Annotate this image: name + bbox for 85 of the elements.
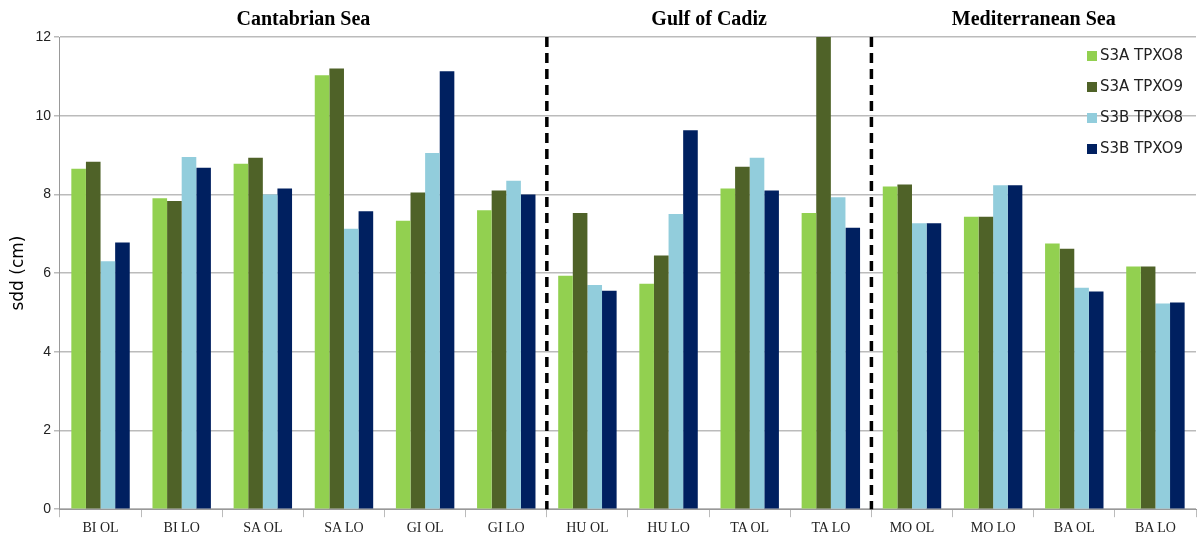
bar xyxy=(71,168,86,509)
x-tick-label: HU LO xyxy=(647,520,690,536)
bar xyxy=(816,37,831,509)
bar xyxy=(911,223,927,509)
text: Mediterranean Sea xyxy=(951,7,1116,30)
bar xyxy=(196,167,211,509)
y-axis-title: sdd (cm) xyxy=(6,235,27,311)
x-tick-label: BI LO xyxy=(163,520,200,536)
bar xyxy=(329,68,344,509)
y-tick-label: 2 xyxy=(43,421,52,438)
bar xyxy=(425,153,440,509)
bar xyxy=(749,157,765,509)
bar xyxy=(439,71,455,509)
bar xyxy=(358,211,374,509)
x-tick-label: TA OL xyxy=(730,520,770,536)
legend-label: S3B TPXO8 xyxy=(1100,107,1183,126)
bar xyxy=(410,192,426,509)
bar xyxy=(993,185,1008,509)
x-tick-label: BI OL xyxy=(82,520,119,536)
bar xyxy=(343,228,359,509)
bar xyxy=(277,188,293,509)
bar xyxy=(1170,302,1185,509)
bar xyxy=(314,75,330,509)
x-tick-label: SA LO xyxy=(324,520,364,536)
bar xyxy=(1007,185,1023,509)
bar xyxy=(1126,266,1141,509)
text: Gulf of Cadiz xyxy=(651,7,768,30)
bar xyxy=(735,166,750,509)
bar xyxy=(248,157,263,509)
bar xyxy=(720,188,736,509)
bar xyxy=(1140,266,1156,509)
y-tick-label: 8 xyxy=(43,185,52,202)
bar xyxy=(115,242,130,509)
bar xyxy=(764,190,779,509)
x-tick-label: GI LO xyxy=(487,520,525,536)
bar xyxy=(668,214,684,509)
bar xyxy=(882,186,898,509)
text: Cantabrian Sea xyxy=(236,7,371,30)
bar xyxy=(100,261,116,509)
bar xyxy=(653,255,669,509)
y-tick-label: 6 xyxy=(43,263,52,280)
y-tick-label: 0 xyxy=(43,500,52,517)
bar xyxy=(233,163,249,509)
bar xyxy=(963,216,979,509)
bar xyxy=(926,223,942,509)
bar xyxy=(1074,287,1089,509)
bar xyxy=(1088,291,1104,509)
bar xyxy=(181,157,197,509)
bar xyxy=(639,283,654,509)
bar xyxy=(477,210,492,509)
bar xyxy=(85,161,101,509)
x-tick-label: GI OL xyxy=(406,520,444,536)
legend-label: S3B TPXO9 xyxy=(1100,138,1183,157)
bar xyxy=(167,201,182,509)
x-tick-label: TA LO xyxy=(811,520,851,536)
bar xyxy=(262,194,278,509)
x-tick-label: MO OL xyxy=(889,520,935,536)
bar xyxy=(1045,243,1060,509)
y-tick-label: 12 xyxy=(35,27,52,44)
bar xyxy=(558,275,573,509)
bar xyxy=(801,212,817,509)
bar xyxy=(520,194,536,509)
bar xyxy=(897,184,912,509)
y-tick-label: 4 xyxy=(43,342,52,359)
bar xyxy=(587,284,603,509)
bar xyxy=(845,227,861,509)
bar xyxy=(1059,248,1075,509)
bar xyxy=(602,290,617,509)
x-tick-label: BA LO xyxy=(1135,520,1176,536)
x-tick-label: BA OL xyxy=(1053,520,1095,536)
bar xyxy=(572,212,588,509)
x-tick-label: MO LO xyxy=(970,520,1016,536)
y-tick-label: 10 xyxy=(35,106,52,123)
bar xyxy=(830,197,846,509)
x-tick-label: HU OL xyxy=(566,520,609,536)
x-tick-label: SA OL xyxy=(243,520,283,536)
legend-label: S3A TPXO9 xyxy=(1100,76,1183,95)
bar xyxy=(506,180,521,509)
bar xyxy=(978,216,994,509)
bar xyxy=(395,220,411,509)
bar xyxy=(491,190,507,509)
bar xyxy=(152,198,168,509)
legend-label: S3A TPXO8 xyxy=(1100,45,1183,64)
bar xyxy=(1155,303,1171,509)
bar xyxy=(683,130,698,509)
